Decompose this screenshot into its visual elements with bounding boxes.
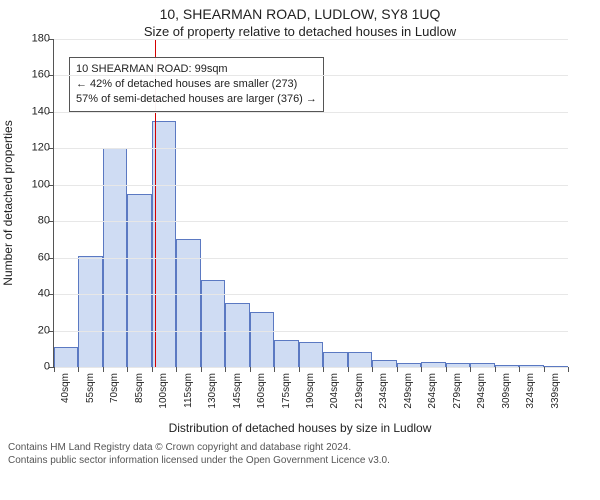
y-tick-label: 0 [22, 362, 54, 373]
footer: Contains HM Land Registry data © Crown c… [0, 435, 600, 467]
x-tick-mark [201, 367, 202, 372]
x-tick-mark [421, 367, 422, 372]
x-tick-label: 145sqm [233, 373, 243, 409]
grid-line [54, 185, 568, 186]
x-tick-mark [372, 367, 373, 372]
histogram-bar [348, 352, 372, 367]
x-tick-label: 85sqm [135, 373, 145, 403]
x-tick-mark [274, 367, 275, 372]
x-tick-label: 249sqm [404, 373, 414, 409]
grid-line [54, 221, 568, 222]
x-tick-mark [323, 367, 324, 372]
histogram-bar [78, 256, 102, 367]
histogram-bar [54, 347, 78, 367]
histogram-bar [201, 280, 225, 367]
footer-line2: Contains public sector information licen… [8, 454, 592, 467]
y-tick-label: 40 [22, 289, 54, 300]
x-tick-label: 309sqm [502, 373, 512, 409]
y-tick-label: 160 [22, 70, 54, 81]
x-tick-label: 279sqm [453, 373, 463, 409]
x-tick-mark [348, 367, 349, 372]
x-tick-mark [495, 367, 496, 372]
x-tick-label: 219sqm [355, 373, 365, 409]
x-tick-label: 294sqm [477, 373, 487, 409]
x-tick-label: 100sqm [159, 373, 169, 409]
x-tick-label: 55sqm [86, 373, 96, 403]
grid-line [54, 294, 568, 295]
x-tick-label: 175sqm [282, 373, 292, 409]
x-tick-label: 339sqm [551, 373, 561, 409]
histogram-bar [250, 312, 274, 367]
x-tick-label: 115sqm [184, 373, 194, 408]
plot-region: 10 SHEARMAN ROAD: 99sqm ← 42% of detache… [53, 39, 568, 368]
x-tick-label: 40sqm [61, 373, 71, 403]
x-tick-label: 130sqm [208, 373, 218, 409]
grid-line [54, 148, 568, 149]
x-axis-label: Distribution of detached houses by size … [0, 421, 600, 435]
x-tick-mark [299, 367, 300, 372]
y-tick-label: 60 [22, 252, 54, 263]
y-axis-label: Number of detached properties [1, 120, 15, 285]
grid-line [54, 112, 568, 113]
chart-area: Number of detached properties 10 SHEARMA… [0, 39, 600, 419]
grid-line [54, 258, 568, 259]
histogram-bar [274, 340, 298, 367]
x-tick-mark [152, 367, 153, 372]
x-tick-mark [397, 367, 398, 372]
x-tick-label: 70sqm [110, 373, 120, 403]
annotation-line2: ← 42% of detached houses are smaller (27… [76, 77, 317, 92]
x-tick-label: 264sqm [428, 373, 438, 409]
grid-line [54, 39, 568, 40]
x-tick-label: 160sqm [257, 373, 267, 409]
y-tick-label: 20 [22, 325, 54, 336]
x-tick-mark [544, 367, 545, 372]
annotation-line3: 57% of semi-detached houses are larger (… [76, 92, 317, 107]
x-tick-mark [519, 367, 520, 372]
x-tick-mark [225, 367, 226, 372]
y-tick-label: 180 [22, 34, 54, 45]
x-tick-mark [446, 367, 447, 372]
page-title: 10, SHEARMAN ROAD, LUDLOW, SY8 1UQ [0, 6, 600, 22]
x-tick-mark [470, 367, 471, 372]
histogram-bar [225, 303, 249, 367]
histogram-bar [372, 360, 396, 367]
x-tick-mark [78, 367, 79, 372]
grid-line [54, 331, 568, 332]
x-tick-mark [176, 367, 177, 372]
y-tick-label: 80 [22, 216, 54, 227]
annotation-box: 10 SHEARMAN ROAD: 99sqm ← 42% of detache… [69, 57, 324, 112]
x-tick-label: 234sqm [379, 373, 389, 409]
histogram-bar [323, 352, 347, 367]
y-tick-label: 100 [22, 179, 54, 190]
grid-line [54, 75, 568, 76]
y-tick-label: 120 [22, 143, 54, 154]
page-subtitle: Size of property relative to detached ho… [0, 24, 600, 39]
x-tick-label: 190sqm [306, 373, 316, 409]
x-tick-label: 324sqm [526, 373, 536, 409]
histogram-bar [299, 342, 323, 368]
y-tick-label: 140 [22, 106, 54, 117]
x-tick-label: 204sqm [330, 373, 340, 409]
x-tick-mark [127, 367, 128, 372]
x-tick-mark [54, 367, 55, 372]
histogram-bar [127, 194, 151, 367]
grid-line [54, 367, 568, 368]
x-tick-mark [568, 367, 569, 372]
footer-line1: Contains HM Land Registry data © Crown c… [8, 441, 592, 454]
x-tick-mark [250, 367, 251, 372]
x-tick-mark [103, 367, 104, 372]
